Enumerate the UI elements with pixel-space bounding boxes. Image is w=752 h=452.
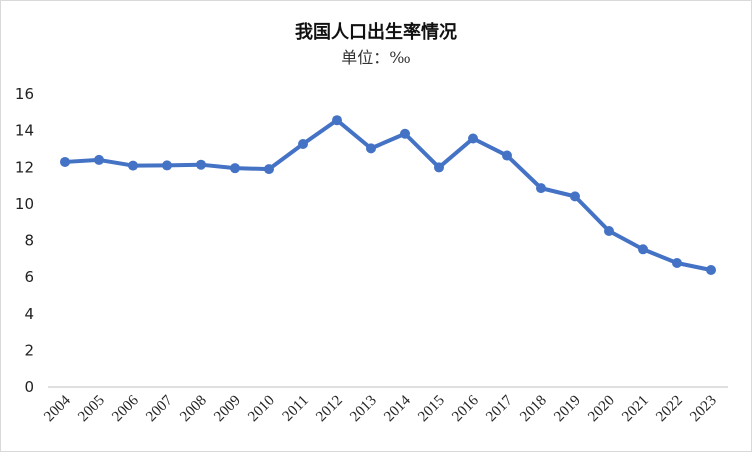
chart-title: 我国人口出生率情况 — [295, 21, 457, 43]
data-point — [706, 264, 716, 275]
data-point — [60, 156, 70, 167]
y-axis-ticks: 0 2 4 6 8 10 12 14 16 — [15, 85, 34, 396]
data-point — [128, 160, 138, 171]
y-tick-label: 12 — [15, 158, 34, 176]
data-point — [162, 160, 172, 171]
y-tick-label: 10 — [15, 195, 34, 213]
data-point — [298, 138, 308, 149]
chart-subtitle: 单位：‰ — [341, 48, 410, 67]
y-tick-label: 0 — [24, 378, 34, 396]
data-point — [570, 191, 580, 202]
data-point — [536, 183, 546, 194]
y-tick-label: 4 — [24, 305, 34, 323]
y-tick-label: 8 — [24, 232, 34, 250]
data-point — [502, 150, 512, 161]
y-tick-label: 6 — [24, 268, 34, 286]
y-tick-label: 14 — [15, 122, 34, 140]
data-point — [468, 133, 478, 144]
series-line — [63, 118, 713, 272]
data-point — [94, 154, 104, 165]
data-point — [638, 244, 648, 255]
data-point — [366, 143, 376, 154]
data-point — [230, 163, 240, 174]
data-point — [434, 162, 444, 173]
data-point — [196, 159, 206, 170]
y-tick-label: 2 — [24, 341, 34, 359]
data-point — [400, 128, 410, 139]
data-point — [604, 225, 614, 236]
data-point — [332, 115, 342, 126]
y-tick-label: 16 — [15, 85, 34, 103]
data-point — [672, 258, 682, 269]
data-point — [264, 164, 274, 175]
data-points — [60, 115, 716, 275]
